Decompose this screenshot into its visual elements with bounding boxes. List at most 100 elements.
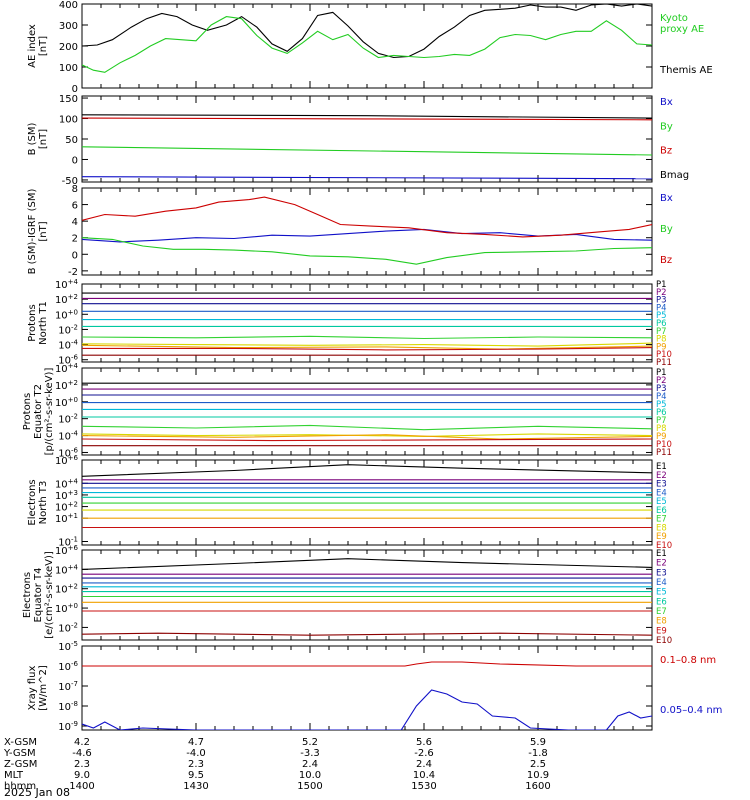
legend-item: E3 bbox=[656, 480, 667, 490]
time-axis-value: 2.3 bbox=[74, 759, 90, 770]
y-axis-label: ProtonsEquator T2[p/(cm²-s-sr-keV)] bbox=[22, 368, 55, 456]
time-axis-value: 10.4 bbox=[413, 770, 435, 781]
legend-item: P6 bbox=[656, 319, 667, 329]
y-tick-label: 10+0 bbox=[55, 396, 78, 409]
legend-item: E4 bbox=[656, 578, 667, 588]
y-tick-label: 10-2 bbox=[58, 323, 78, 336]
y-axis-label: ElectronsNorth T3 bbox=[27, 479, 49, 525]
time-axis-value: 2.4 bbox=[302, 759, 318, 770]
series-p9 bbox=[82, 344, 652, 350]
legend-item: P1 bbox=[656, 280, 667, 290]
panel-ae: 0 100 200 300 400 AE index[nT] Kyoto proxy AE Th… bbox=[27, 0, 713, 95]
legend-item: E10 bbox=[656, 636, 672, 646]
y-tick-label: -50 bbox=[62, 176, 78, 187]
legend-item: E8 bbox=[656, 617, 667, 627]
legend-item: Themis AE bbox=[659, 65, 713, 76]
y-tick-label: 10-1 bbox=[58, 536, 78, 549]
y-tick-label: 10+2 bbox=[55, 501, 78, 514]
series-by bbox=[82, 237, 652, 265]
time-axis-value: 1500 bbox=[297, 781, 322, 792]
time-axis-value: 1400 bbox=[69, 781, 94, 792]
series-0-05-0-4-nm bbox=[82, 689, 652, 730]
y-tick-label: 0 bbox=[72, 250, 78, 261]
y-tick-label: 10+4 bbox=[55, 563, 79, 576]
y-tick-label: 10+4 bbox=[55, 362, 79, 375]
time-axis-row-label: hhmm bbox=[4, 781, 36, 792]
legend-item: E2 bbox=[656, 471, 667, 481]
legend-item: P11 bbox=[656, 448, 672, 458]
series-0-1-0-8-nm bbox=[82, 661, 652, 667]
legend-item: By bbox=[660, 224, 673, 235]
y-tick-label: 100 bbox=[59, 115, 78, 126]
y-tick-label: 10-4 bbox=[58, 339, 78, 352]
y-axis-label: ProtonsNorth T1 bbox=[27, 301, 49, 345]
legend-item: E7 bbox=[656, 515, 667, 525]
legend-item: E5 bbox=[656, 497, 667, 507]
time-axis-value: 9.5 bbox=[188, 770, 204, 781]
y-tick-label: 10-9 bbox=[58, 720, 78, 733]
y-tick-label: 400 bbox=[59, 0, 78, 11]
time-axis-value: 2.4 bbox=[416, 759, 432, 770]
legend-item: E10 bbox=[656, 541, 672, 551]
time-axis-value: 5.9 bbox=[530, 737, 546, 748]
y-tick-label: 10+6 bbox=[55, 544, 79, 557]
series-bz bbox=[82, 196, 652, 238]
panel-frame bbox=[81, 367, 653, 456]
time-axis-value: 5.6 bbox=[416, 737, 432, 748]
panel-pn: 10-6 10-4 10-2 10+0 10+2 10+4 ProtonsNorth T1 P… bbox=[27, 278, 672, 368]
y-tick-label: 10-2 bbox=[58, 621, 78, 634]
time-axis-value: -4.6 bbox=[72, 748, 92, 759]
y-tick-label: 10+2 bbox=[55, 379, 78, 392]
y-tick-label: -2 bbox=[68, 267, 78, 278]
time-axis-value: -2.6 bbox=[414, 748, 434, 759]
panel-dbsm: -2 0 2 4 6 8 B (SM)-IGRF (SM)[nT] Bx By Bz bbox=[27, 184, 673, 278]
legend-item: P4 bbox=[656, 392, 667, 402]
y-tick-label: 0 bbox=[72, 84, 78, 95]
legend-item: P2 bbox=[656, 288, 667, 298]
y-tick-label: 10-6 bbox=[58, 446, 78, 459]
y-tick-label: 10-2 bbox=[58, 413, 78, 426]
legend-item: E6 bbox=[656, 597, 667, 607]
time-axis-value: 4.7 bbox=[188, 737, 204, 748]
y-tick-label: 200 bbox=[59, 42, 78, 53]
legend-item: Bx bbox=[660, 193, 673, 204]
panel-frame bbox=[81, 549, 653, 641]
date-label: 2025 Jan 08 bbox=[4, 786, 70, 799]
series-p7 bbox=[82, 424, 652, 431]
legend-item: E2 bbox=[656, 559, 667, 569]
panel-frame bbox=[81, 95, 653, 183]
legend-item: P3 bbox=[656, 296, 667, 306]
time-axis-value: 1530 bbox=[411, 781, 436, 792]
time-axis-row-label: MLT bbox=[4, 770, 24, 781]
legend-item: P1 bbox=[656, 368, 667, 378]
legend-item: E9 bbox=[656, 532, 667, 542]
series-p7 bbox=[82, 335, 652, 340]
legend-item: Bmag bbox=[660, 170, 689, 181]
time-axis-value: 10.0 bbox=[299, 770, 321, 781]
legend-item: E1 bbox=[656, 462, 667, 472]
legend-item: 0.1–0.8 nm bbox=[660, 655, 716, 666]
legend-item: P9 bbox=[656, 342, 667, 352]
legend-item: E3 bbox=[656, 568, 667, 578]
y-tick-label: 10+0 bbox=[55, 602, 78, 615]
legend-item: P10 bbox=[656, 350, 672, 360]
legend-item: P5 bbox=[656, 311, 667, 321]
time-axis-value: -3.3 bbox=[300, 748, 320, 759]
series-bx bbox=[82, 176, 652, 180]
legend-item: P7 bbox=[656, 416, 667, 426]
y-tick-label: 10-6 bbox=[58, 354, 78, 367]
legend-item: E1 bbox=[656, 549, 667, 559]
y-axis-label: Xray flux[W/m^2] bbox=[27, 665, 49, 711]
series-bx bbox=[82, 228, 652, 243]
legend-item: P9 bbox=[656, 432, 667, 442]
series-e1 bbox=[82, 558, 652, 570]
y-axis-label: ElectronsEquator T4[e/(cm²-s-sr-keV)] bbox=[22, 551, 55, 639]
y-tick-label: 10+6 bbox=[55, 454, 79, 467]
legend-item: Kyoto proxy AE bbox=[660, 13, 704, 35]
y-axis-label: B (SM)-IGRF (SM)[nT] bbox=[27, 189, 49, 275]
y-tick-label: 10+2 bbox=[55, 293, 78, 306]
panel-xray: 10-9 10-8 10-7 10-6 10-5 Xray flux[W/m^2] 0.1–… bbox=[27, 640, 722, 733]
legend-item: P5 bbox=[656, 400, 667, 410]
